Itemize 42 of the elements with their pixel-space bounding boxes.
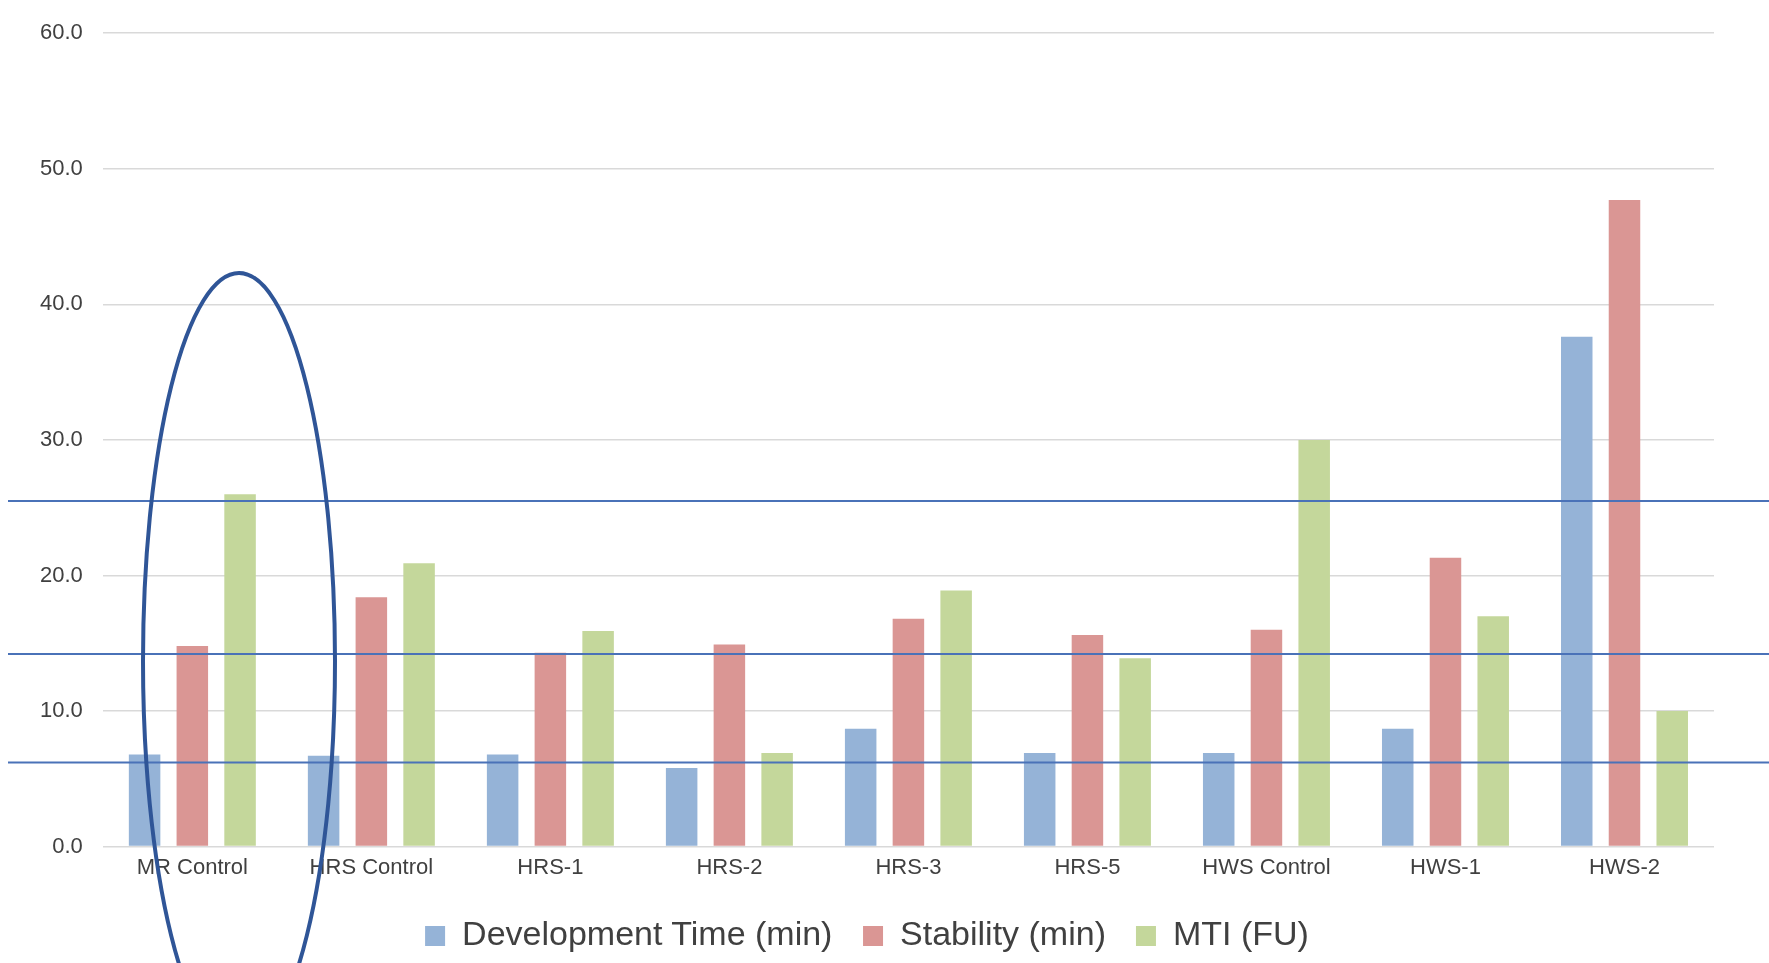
bar <box>1023 753 1056 846</box>
x-tick-label: HRS-5 <box>1054 853 1121 879</box>
bar <box>355 597 388 846</box>
bar <box>892 618 925 846</box>
bar <box>176 645 209 846</box>
bar <box>1477 616 1509 846</box>
x-tick-label: HRS-3 <box>875 853 942 879</box>
y-tick-label: 40.0 <box>39 290 83 316</box>
y-tick-label: 30.0 <box>39 425 83 451</box>
bar <box>534 652 567 846</box>
bar <box>761 753 793 846</box>
bar <box>224 494 256 846</box>
bar <box>1119 658 1151 846</box>
bar <box>1250 629 1283 846</box>
x-tick-label: HWS-2 <box>1589 853 1660 879</box>
bar <box>940 590 972 846</box>
bar <box>1656 711 1688 846</box>
bar <box>1381 728 1414 846</box>
bar <box>1429 557 1462 846</box>
bar <box>665 767 698 846</box>
bar <box>486 754 519 846</box>
y-tick-label: 60.0 <box>39 19 83 45</box>
x-tick-label: HRS-2 <box>696 853 763 879</box>
bar <box>1298 439 1330 846</box>
legend-label: Stability (min) <box>900 914 1106 953</box>
bar <box>403 563 435 846</box>
bar <box>844 728 877 846</box>
x-tick-label: HRS-1 <box>517 853 584 879</box>
bar <box>1071 635 1104 846</box>
legend-label: Development Time (min) <box>462 914 833 953</box>
y-tick-label: 10.0 <box>39 697 83 723</box>
bar <box>1202 753 1235 846</box>
x-tick-label: HWS-1 <box>1410 853 1481 879</box>
y-tick-label: 0.0 <box>52 832 83 858</box>
y-tick-label: 20.0 <box>39 561 83 587</box>
bar <box>713 644 746 846</box>
bar <box>582 631 614 846</box>
bar <box>1608 199 1641 846</box>
legend-label: MTI (FU) <box>1172 914 1309 953</box>
bar <box>1561 336 1593 846</box>
x-tick-label: HWS Control <box>1202 853 1331 879</box>
y-tick-label: 50.0 <box>39 154 83 180</box>
